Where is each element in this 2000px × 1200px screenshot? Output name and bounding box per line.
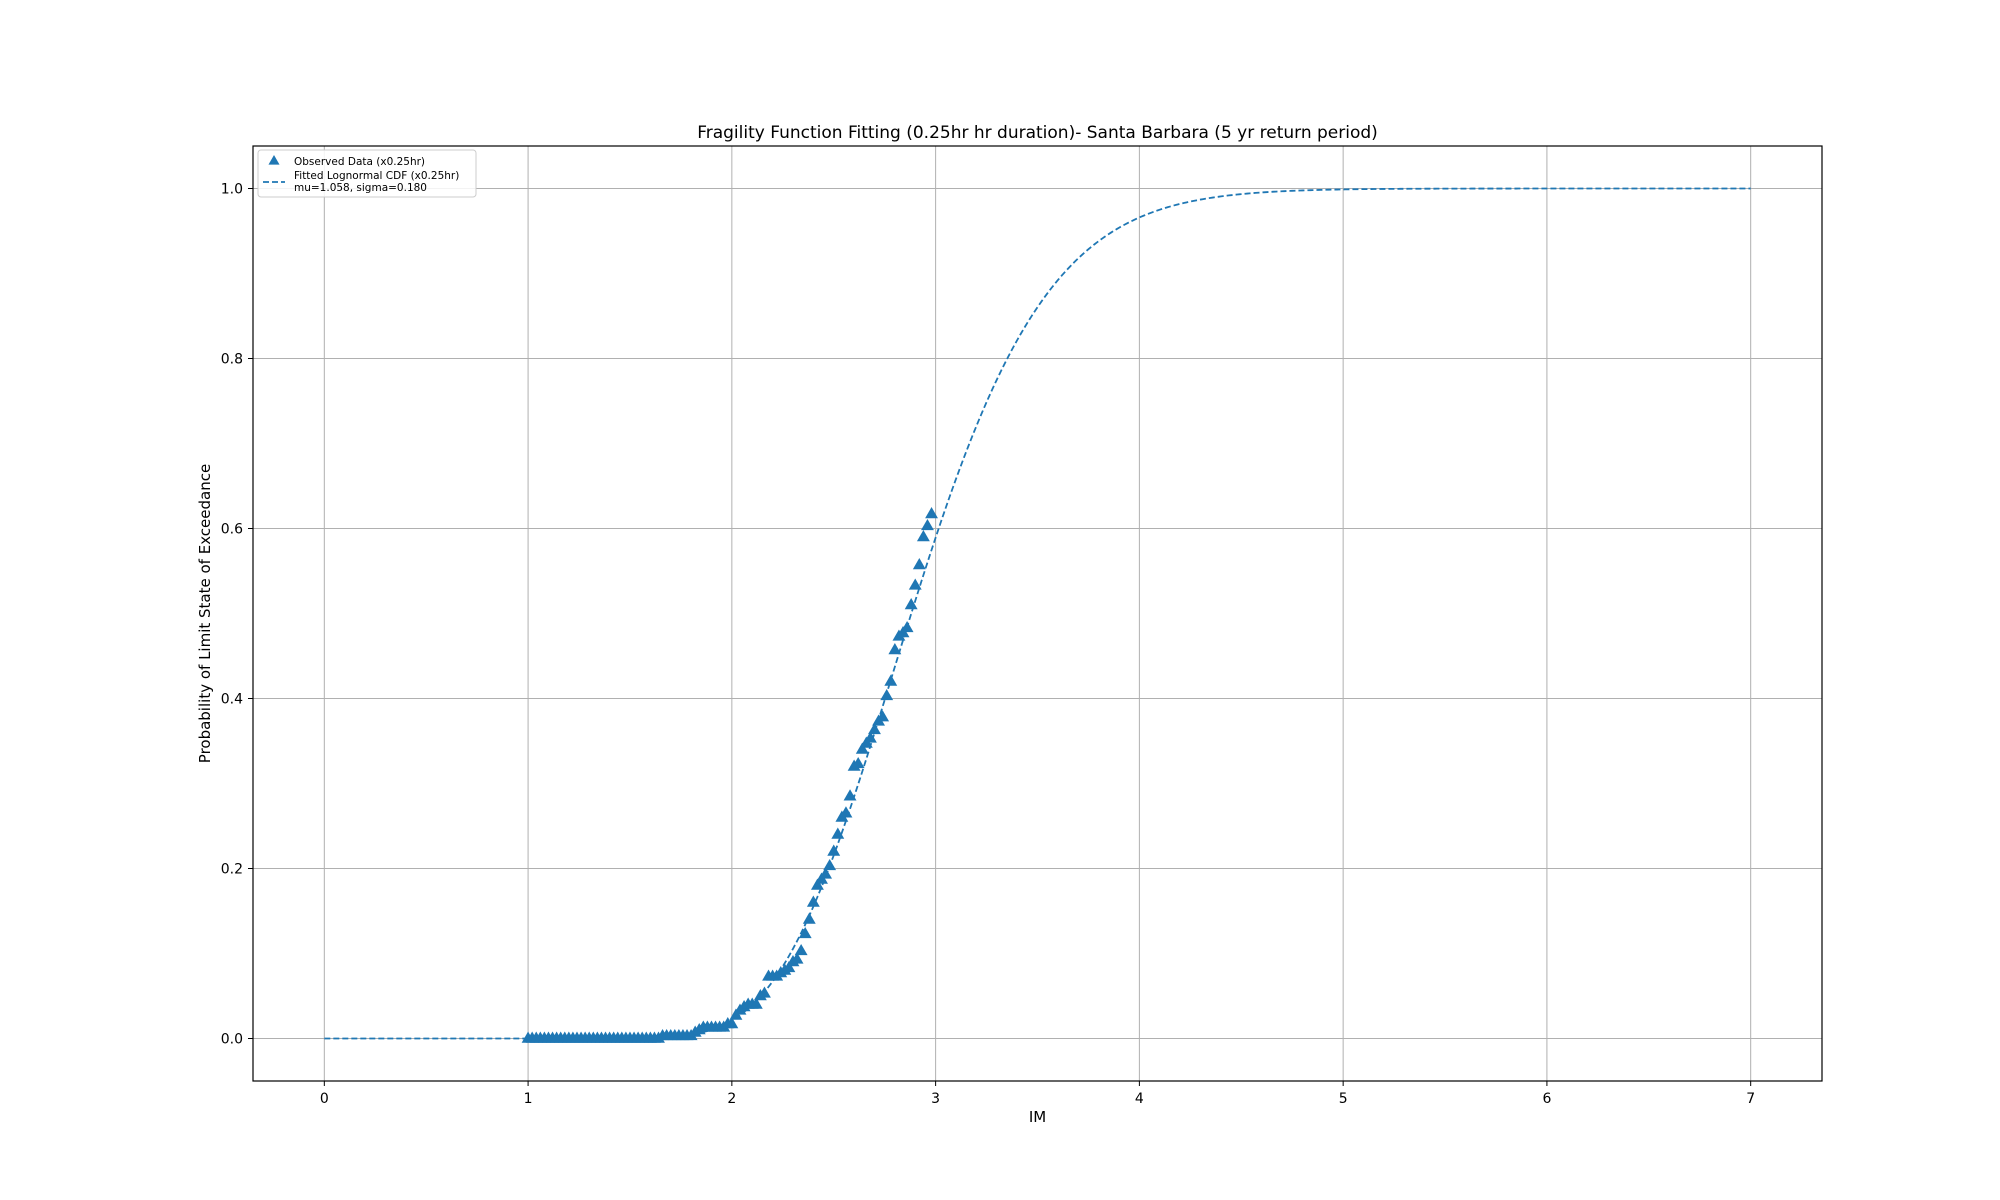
observed-data-point — [904, 598, 918, 610]
observed-data-point — [794, 943, 808, 956]
observed-data-point — [758, 986, 771, 998]
observed-data-point — [868, 722, 881, 735]
observed-data-point — [810, 878, 824, 890]
y-tick-label: 0.8 — [221, 352, 243, 368]
legend-box — [257, 149, 477, 198]
legend-label-observed: Observed Data (x0.25hr) — [294, 156, 425, 168]
observed-data-point — [782, 960, 796, 973]
observed-data-point — [827, 844, 841, 856]
observed-data-point — [884, 674, 898, 686]
observed-data-point — [863, 731, 877, 743]
x-tick-label: 6 — [1542, 1091, 1551, 1107]
observed-data-point — [855, 742, 869, 754]
x-tick-label: 0 — [320, 1091, 329, 1107]
x-tick-label: 7 — [1746, 1091, 1755, 1107]
observed-data-point — [851, 756, 865, 769]
observed-data-point — [749, 997, 763, 1009]
y-axis-label: Probability of Limit State of Exceedance — [196, 464, 214, 763]
axis-ticks: 0 1 2 3 4 5 6 7 0.0 0.2 0.4 0.6 0.8 1.0 — [221, 182, 1755, 1108]
observed-data-point — [802, 912, 816, 924]
observed-data-point — [823, 858, 837, 871]
observed-data-point — [819, 867, 833, 879]
x-axis-label: IM — [1029, 1108, 1046, 1126]
observed-data-point — [831, 827, 845, 839]
x-tick-label: 1 — [524, 1091, 533, 1107]
legend-label-line: mu=1.058, sigma=0.180 — [294, 182, 427, 194]
legend-triangle-marker — [268, 155, 280, 165]
legend: Observed Data (x0.25hr) Fitted Lognormal… — [257, 149, 477, 198]
observed-data-point — [843, 789, 857, 801]
x-tick-label: 2 — [727, 1091, 736, 1107]
observed-data-point — [912, 558, 926, 570]
observed-data-point — [921, 518, 934, 531]
observed-data-point — [725, 1017, 739, 1029]
observed-data-point — [876, 710, 890, 722]
legend-label-fitted: Fitted Lognormal CDF (x0.25hr) mu=1.058, … — [294, 170, 459, 194]
observed-data-point — [888, 643, 902, 655]
y-tick-label: 0.6 — [221, 522, 243, 538]
observed-points-layer — [521, 507, 938, 1043]
y-tick-label: 0.4 — [221, 692, 243, 708]
observed-data-point — [806, 895, 820, 907]
observed-data-point — [916, 530, 930, 542]
observed-data-point — [925, 507, 938, 519]
x-tick-label: 5 — [1339, 1091, 1348, 1107]
observed-data-point — [908, 578, 922, 590]
observed-data-point — [798, 926, 812, 939]
y-tick-label: 1.0 — [221, 182, 243, 198]
observed-data-point — [790, 952, 804, 964]
y-tick-label: 0.0 — [221, 1032, 243, 1048]
x-tick-label: 3 — [931, 1091, 940, 1107]
observed-data-point — [880, 688, 894, 701]
observed-data-point — [900, 620, 914, 633]
observed-data-point — [839, 806, 853, 818]
legend-label-line: Fitted Lognormal CDF (x0.25hr) — [294, 170, 459, 182]
chart-title: Fragility Function Fitting (0.25hr hr du… — [697, 123, 1378, 143]
plot-frame — [252, 145, 1823, 1082]
x-tick-label: 4 — [1135, 1091, 1144, 1107]
y-tick-label: 0.2 — [221, 862, 243, 878]
